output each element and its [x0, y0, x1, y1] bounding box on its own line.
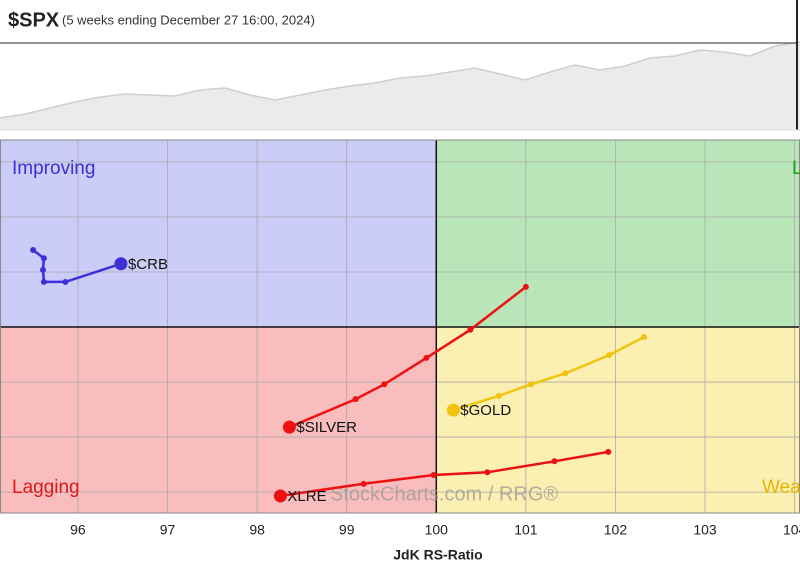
tail-point [30, 247, 37, 254]
x-tick-label: 99 [339, 522, 355, 538]
tail-line [452, 335, 645, 412]
tail-point [40, 278, 47, 285]
quadrant-label: Leading [792, 158, 800, 179]
quadrant-weakening [436, 327, 800, 513]
tail-point [62, 278, 69, 285]
tail-point [467, 326, 474, 333]
x-tick-label: 100 [425, 522, 449, 538]
head-point [114, 257, 128, 271]
x-tick-label: 97 [160, 522, 176, 538]
quadrant-improving [0, 140, 437, 328]
quadrant-leading [436, 140, 800, 328]
quadrant-label: Lagging [12, 477, 80, 498]
tail-point [423, 354, 430, 361]
x-tick-label: 96 [70, 522, 86, 538]
tail-point [40, 266, 47, 273]
tail-point [562, 370, 569, 377]
tail-point [522, 283, 529, 290]
tail-point [430, 472, 437, 479]
tail-point [641, 333, 648, 340]
tail-point [605, 448, 612, 455]
tail-point [495, 392, 502, 399]
tail-point [381, 381, 388, 388]
rrg-panel: Improving Leading Lagging Weakening StockCha… [0, 139, 800, 563]
x-axis-label: JdK RS-Ratio [393, 547, 482, 563]
tail-line [288, 285, 527, 429]
price-panel [0, 41, 800, 130]
head-point [273, 489, 287, 503]
tail-point [551, 458, 558, 465]
x-tick-label: 104 [783, 522, 800, 538]
tail-point [352, 396, 359, 403]
quadrant-label: Improving [12, 158, 95, 179]
tail-point [360, 480, 367, 487]
x-tick-label: 101 [514, 522, 538, 538]
watermark: StockCharts.com / RRG® [330, 483, 558, 505]
series-label: $GOLD [460, 402, 511, 419]
tail-point [484, 469, 491, 476]
price-line [0, 41, 800, 119]
head-point [446, 403, 460, 417]
series-label: $CRB [128, 256, 168, 273]
x-tick-label: 98 [249, 522, 265, 538]
series-label: XLRE [287, 488, 326, 505]
series-label: $SILVER [296, 419, 357, 436]
chart-subtitle: (5 weeks ending December 27 16:00, 2024) [62, 12, 315, 27]
head-point [282, 420, 296, 434]
price-area [0, 42, 800, 130]
tail-line [280, 450, 609, 498]
chart-title: $SPX [8, 9, 60, 31]
tail-point [528, 381, 535, 388]
x-tick-label: 103 [693, 522, 717, 538]
x-tick-label: 102 [604, 522, 628, 538]
tail-point [606, 352, 613, 359]
tail-point [40, 255, 47, 262]
quadrant-label: Weakening [762, 477, 800, 498]
